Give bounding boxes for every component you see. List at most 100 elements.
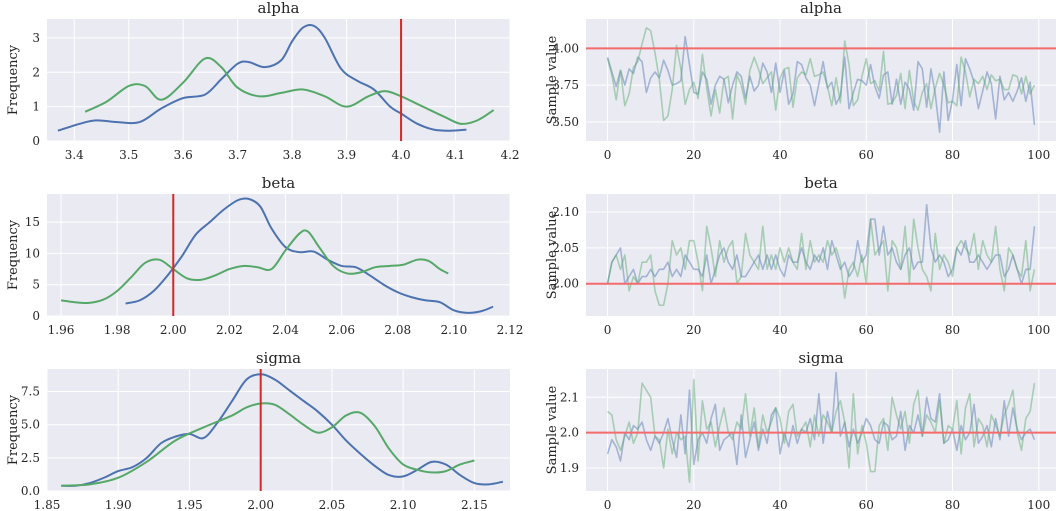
x-tick-label: 100 (1027, 323, 1050, 337)
y-tick-label: 5 (32, 278, 40, 292)
trace-line-chain-2 (607, 378, 1036, 483)
y-tick-label: 10 (25, 246, 40, 260)
x-tick-label: 20 (686, 323, 701, 337)
trace-line-chain-2 (606, 27, 1036, 122)
x-tick-label: 60 (859, 323, 874, 337)
x-tick-label: 100 (1027, 148, 1050, 162)
x-tick-label: 80 (945, 323, 960, 337)
x-tick-label: 40 (772, 323, 787, 337)
y-tick-label: 2.05 (552, 241, 579, 255)
y-tick-label: 2.1 (560, 390, 579, 404)
x-tick-label: 2.05 (319, 498, 346, 511)
plot-area (47, 369, 510, 491)
trace-sigma-panel: 0 20 40 60 80 100 1.9 2.0 2.1 sigma Sample value (545, 349, 1056, 511)
x-tick-label: 1.96 (48, 323, 75, 337)
x-tick-label: 2.00 (247, 498, 274, 511)
x-tick-label: 20 (686, 148, 701, 162)
plot-area (586, 194, 1056, 316)
density-line-chain-1 (57, 23, 467, 132)
x-tick-label: 0 (604, 148, 612, 162)
trace-line-chain-1 (606, 203, 1036, 285)
y-tick-label: 2 (32, 65, 40, 79)
x-tick-label: 20 (686, 498, 701, 511)
x-tick-label: 100 (1027, 498, 1050, 511)
panel-title: alpha (258, 0, 300, 17)
data-layer (61, 369, 504, 491)
y-tick-label: 2.5 (21, 451, 40, 465)
x-tick-label: 2.15 (461, 498, 488, 511)
y-tick-label: 2.0 (560, 426, 579, 440)
panel-title: beta (262, 174, 296, 192)
x-tick-label: 80 (945, 148, 960, 162)
x-tick-label: 2.08 (384, 323, 411, 337)
plot-area (586, 369, 1056, 491)
y-axis-label: Sample value (545, 35, 560, 124)
y-tick-label: 1.9 (560, 461, 579, 475)
x-tick-label: 60 (859, 148, 874, 162)
panel-title: sigma (256, 349, 301, 367)
data-layer (586, 27, 1056, 133)
x-tick-label: 1.85 (34, 498, 61, 511)
y-axis-label: Sample value (545, 210, 560, 299)
density-beta-panel: 1.96 1.98 2.00 2.02 2.04 2.06 2.08 2.10 2.12 0 5 10… (6, 174, 523, 337)
x-tick-label: 1.98 (104, 323, 131, 337)
panel-title: sigma (798, 349, 843, 367)
y-tick-label: 3 (32, 31, 40, 45)
y-tick-label: 7.5 (21, 385, 40, 399)
y-tick-label: 5.0 (21, 418, 40, 432)
data-layer (586, 371, 1056, 483)
plot-area (47, 194, 510, 316)
x-tick-label: 3.5 (119, 148, 138, 162)
density-sigma-panel: 1.85 1.90 1.95 2.00 2.05 2.10 2.15 0.0 2.5 5.0 7.5… (6, 349, 510, 511)
x-tick-label: 3.9 (337, 148, 356, 162)
data-layer (586, 203, 1056, 307)
density-line-chain-1 (125, 197, 494, 314)
density-line-chain-1 (61, 373, 504, 487)
x-tick-label: 2.04 (272, 323, 299, 337)
y-tick-label: 15 (25, 215, 40, 229)
y-axis-label: Frequency (6, 44, 21, 115)
plot-area (586, 19, 1056, 141)
y-axis-label: Frequency (6, 394, 21, 465)
density-line-chain-2 (60, 229, 449, 304)
x-tick-label: 3.8 (283, 148, 302, 162)
data-layer (57, 19, 495, 141)
x-tick-label: 4.1 (446, 148, 465, 162)
y-tick-label: 1 (32, 100, 40, 114)
y-axis-label: Frequency (6, 219, 21, 290)
x-tick-label: 40 (772, 498, 787, 511)
x-tick-label: 4.2 (500, 148, 519, 162)
plot-area (47, 19, 510, 141)
x-tick-label: 2.12 (497, 323, 524, 337)
x-tick-label: 40 (772, 148, 787, 162)
x-tick-label: 3.6 (174, 148, 193, 162)
x-tick-label: 2.10 (390, 498, 417, 511)
density-line-chain-2 (61, 402, 475, 487)
x-tick-label: 0 (604, 498, 612, 511)
x-tick-label: 2.00 (160, 323, 187, 337)
y-tick-label: 0.0 (21, 484, 40, 498)
x-tick-label: 2.02 (216, 323, 243, 337)
x-tick-label: 1.90 (105, 498, 132, 511)
y-tick-label: 0 (32, 134, 40, 148)
y-tick-label: 0 (32, 309, 40, 323)
y-tick-label: 4.00 (552, 41, 579, 55)
x-tick-label: 2.06 (328, 323, 355, 337)
trace-line-chain-1 (606, 35, 1036, 133)
y-axis-label: Sample value (545, 385, 560, 474)
x-tick-label: 2.10 (441, 323, 468, 337)
trace-line-chain-2 (606, 218, 1036, 307)
y-tick-label: 3.50 (552, 115, 579, 129)
x-tick-label: 1.95 (176, 498, 203, 511)
x-tick-label: 3.4 (65, 148, 84, 162)
x-tick-label: 60 (859, 498, 874, 511)
y-tick-label: 3.75 (552, 78, 579, 92)
x-tick-label: 4.0 (392, 148, 411, 162)
y-tick-label: 2.00 (552, 277, 579, 291)
panel-title: alpha (800, 0, 842, 17)
trace-beta-panel: 0 20 40 60 80 100 2.00 2.05 2.10 beta Sample value (545, 174, 1056, 337)
x-tick-label: 0 (604, 323, 612, 337)
panel-title: beta (804, 174, 838, 192)
density-line-chain-2 (84, 56, 495, 125)
